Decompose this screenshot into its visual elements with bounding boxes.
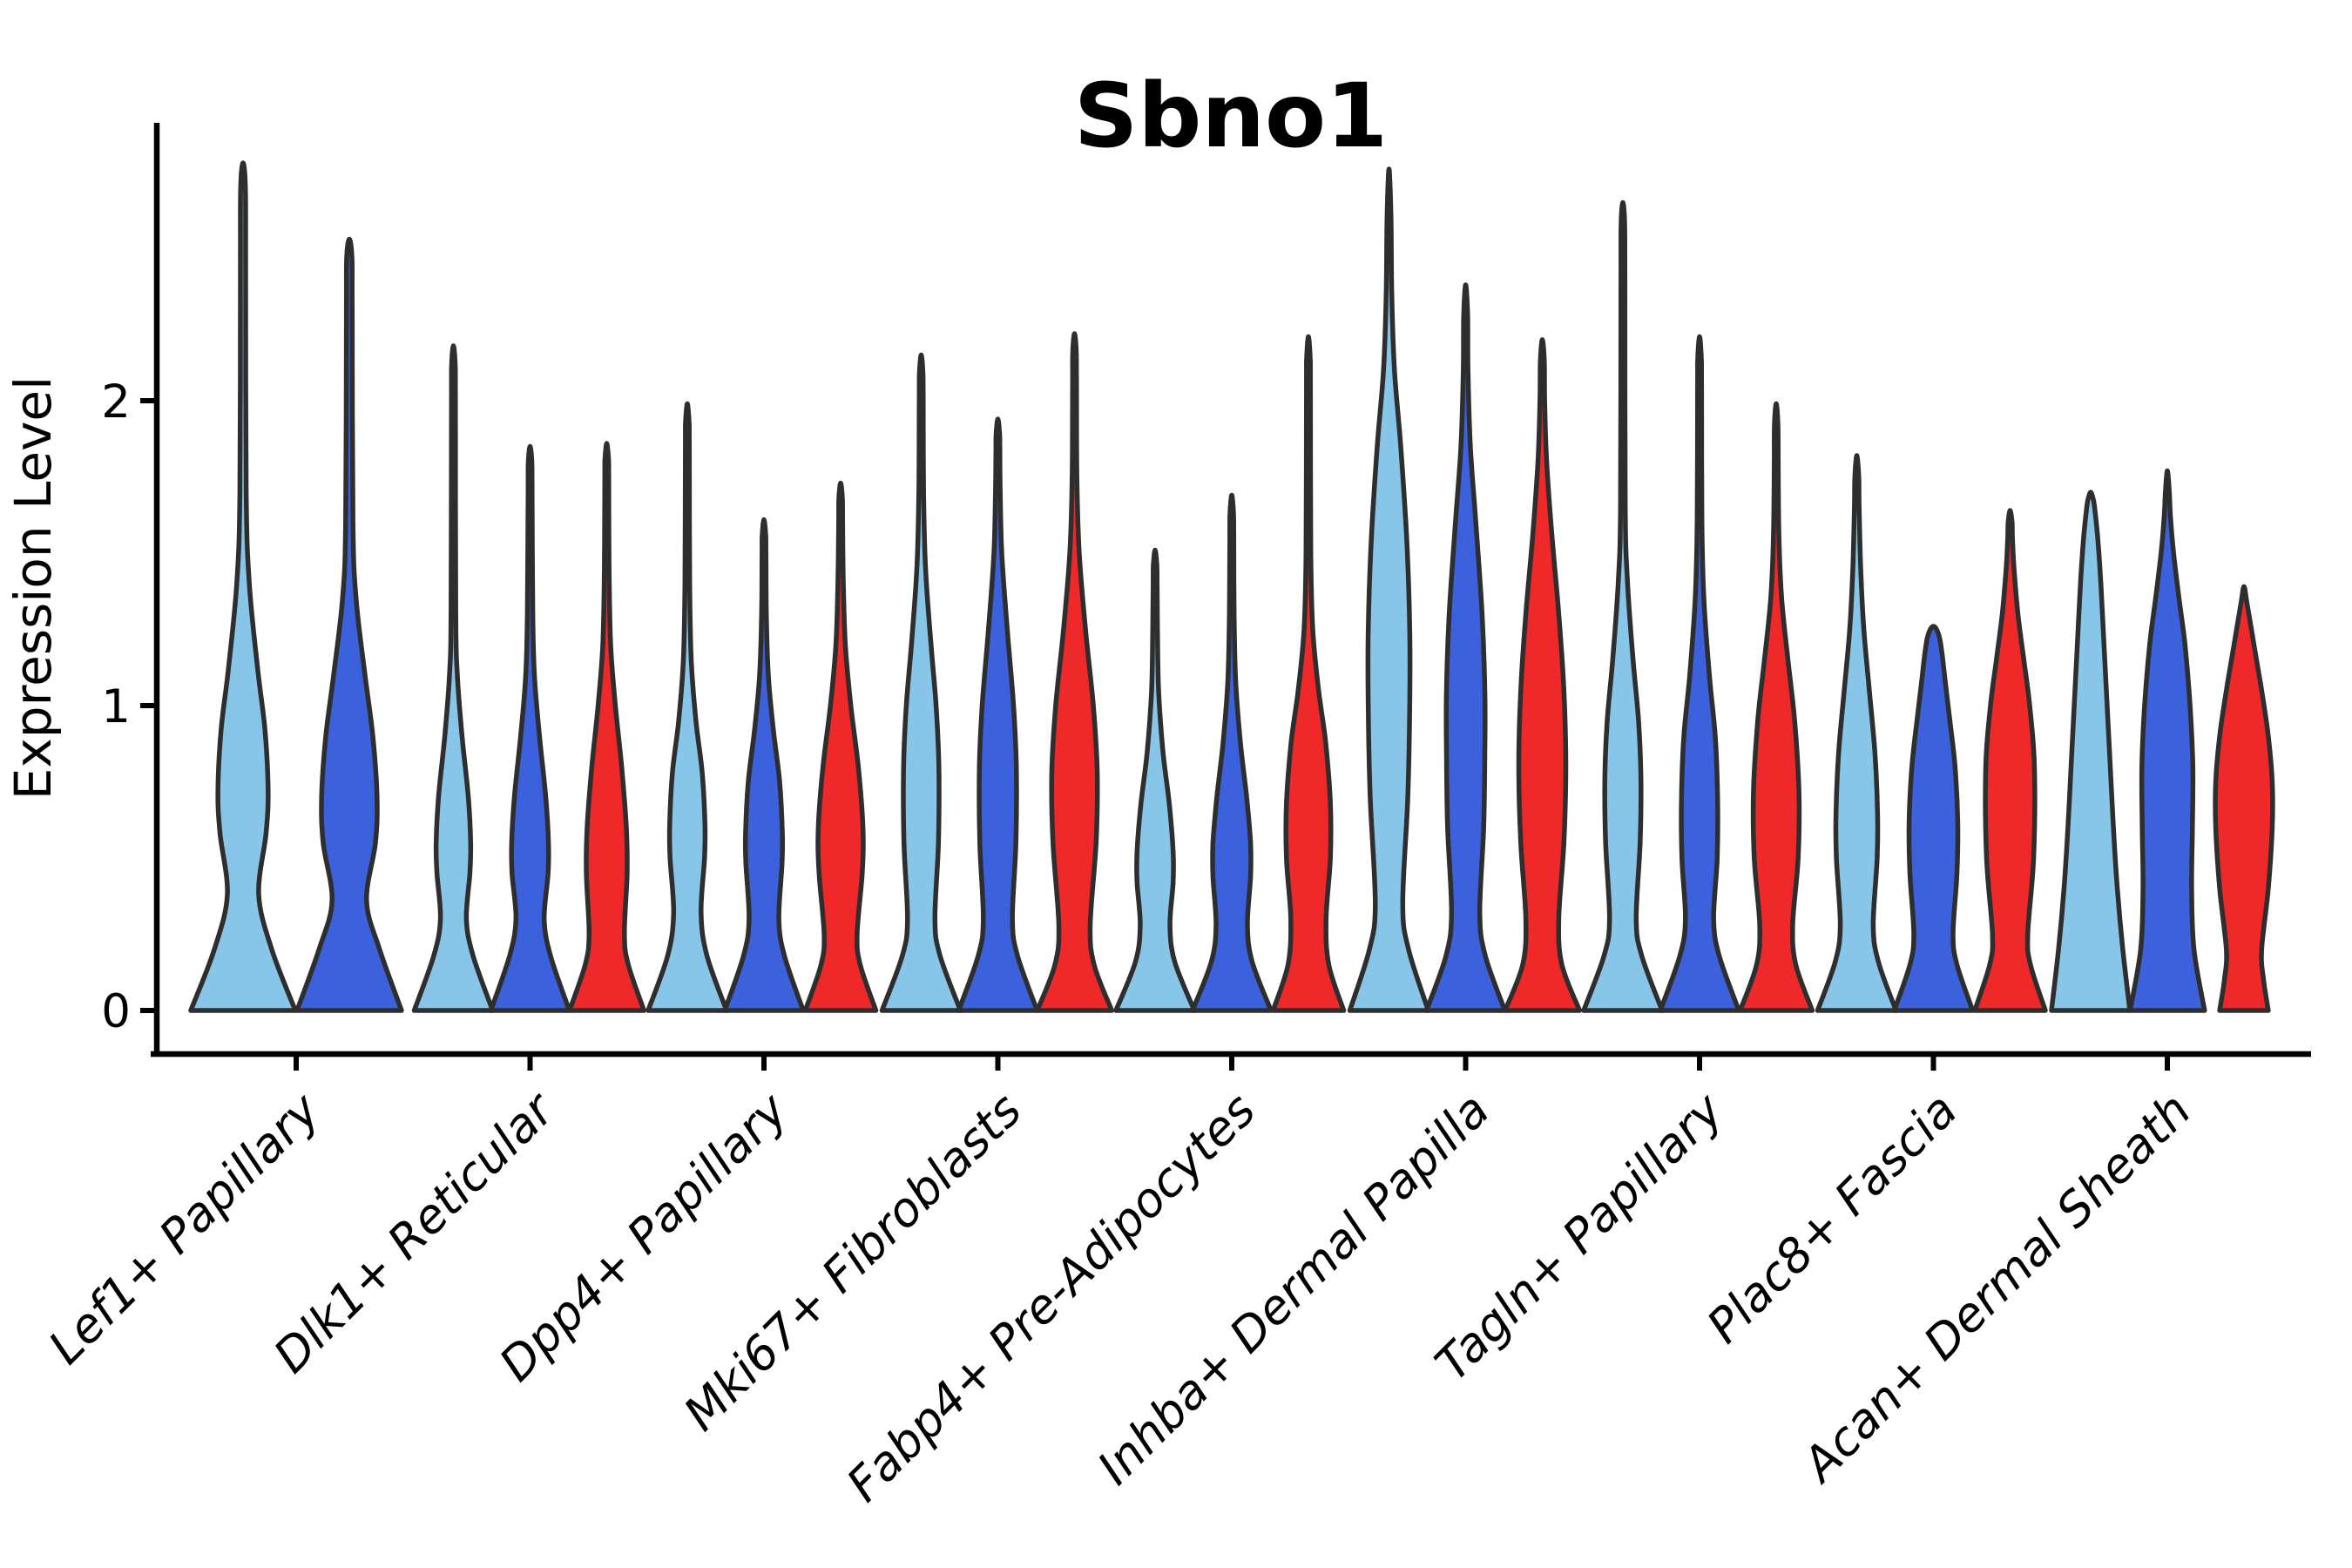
x-label-4: Fabp4+ Pre-Adipocytes [836,1083,1266,1512]
y-axis-label: Expression Level [3,376,63,800]
y-tick-label: 0 [101,985,131,1038]
violin-4-dark_blue [1190,492,1274,1013]
violin-3-dark_blue [956,416,1040,1013]
violin-8-light_blue [2049,490,2132,1013]
violin-1-red [567,441,647,1013]
violin-6-red [1737,401,1815,1013]
violin-8-red [2213,584,2275,1013]
violin-3-red [1035,331,1115,1013]
violin-4-red [1270,334,1347,1013]
violin-6-light_blue [1581,199,1665,1013]
violin-7-dark_blue [1891,624,1976,1013]
violin-7-light_blue [1815,453,1899,1013]
violin-6-dark_blue [1658,334,1741,1013]
violin-5-red [1503,337,1583,1013]
violin-2-red [802,480,879,1013]
x-label-8: Acan+ Dermal Sheath [1790,1083,2201,1494]
y-tick-label: 1 [101,680,131,733]
violin-7-red [1972,508,2048,1013]
violins-layer [188,160,2275,1013]
x-label-5: Inhba+ Dermal Papilla [1087,1083,1500,1496]
violin-5-dark_blue [1423,282,1508,1013]
violin-0-light_blue [188,160,298,1013]
y-tick-label: 2 [101,375,131,429]
violin-0-dark_blue [294,236,404,1013]
violin-2-light_blue [645,401,729,1013]
violin-1-dark_blue [488,443,572,1013]
violin-5-light_blue [1347,166,1431,1013]
x-label-7: Plac8+ Fascia [1696,1083,1967,1354]
chart-title: Sbno1 [1074,64,1388,168]
violin-3-light_blue [879,352,963,1013]
violin-8-dark_blue [2127,468,2207,1013]
violin-1-light_blue [411,343,496,1013]
violin-4-light_blue [1113,547,1197,1013]
violin-2-dark_blue [722,517,806,1013]
